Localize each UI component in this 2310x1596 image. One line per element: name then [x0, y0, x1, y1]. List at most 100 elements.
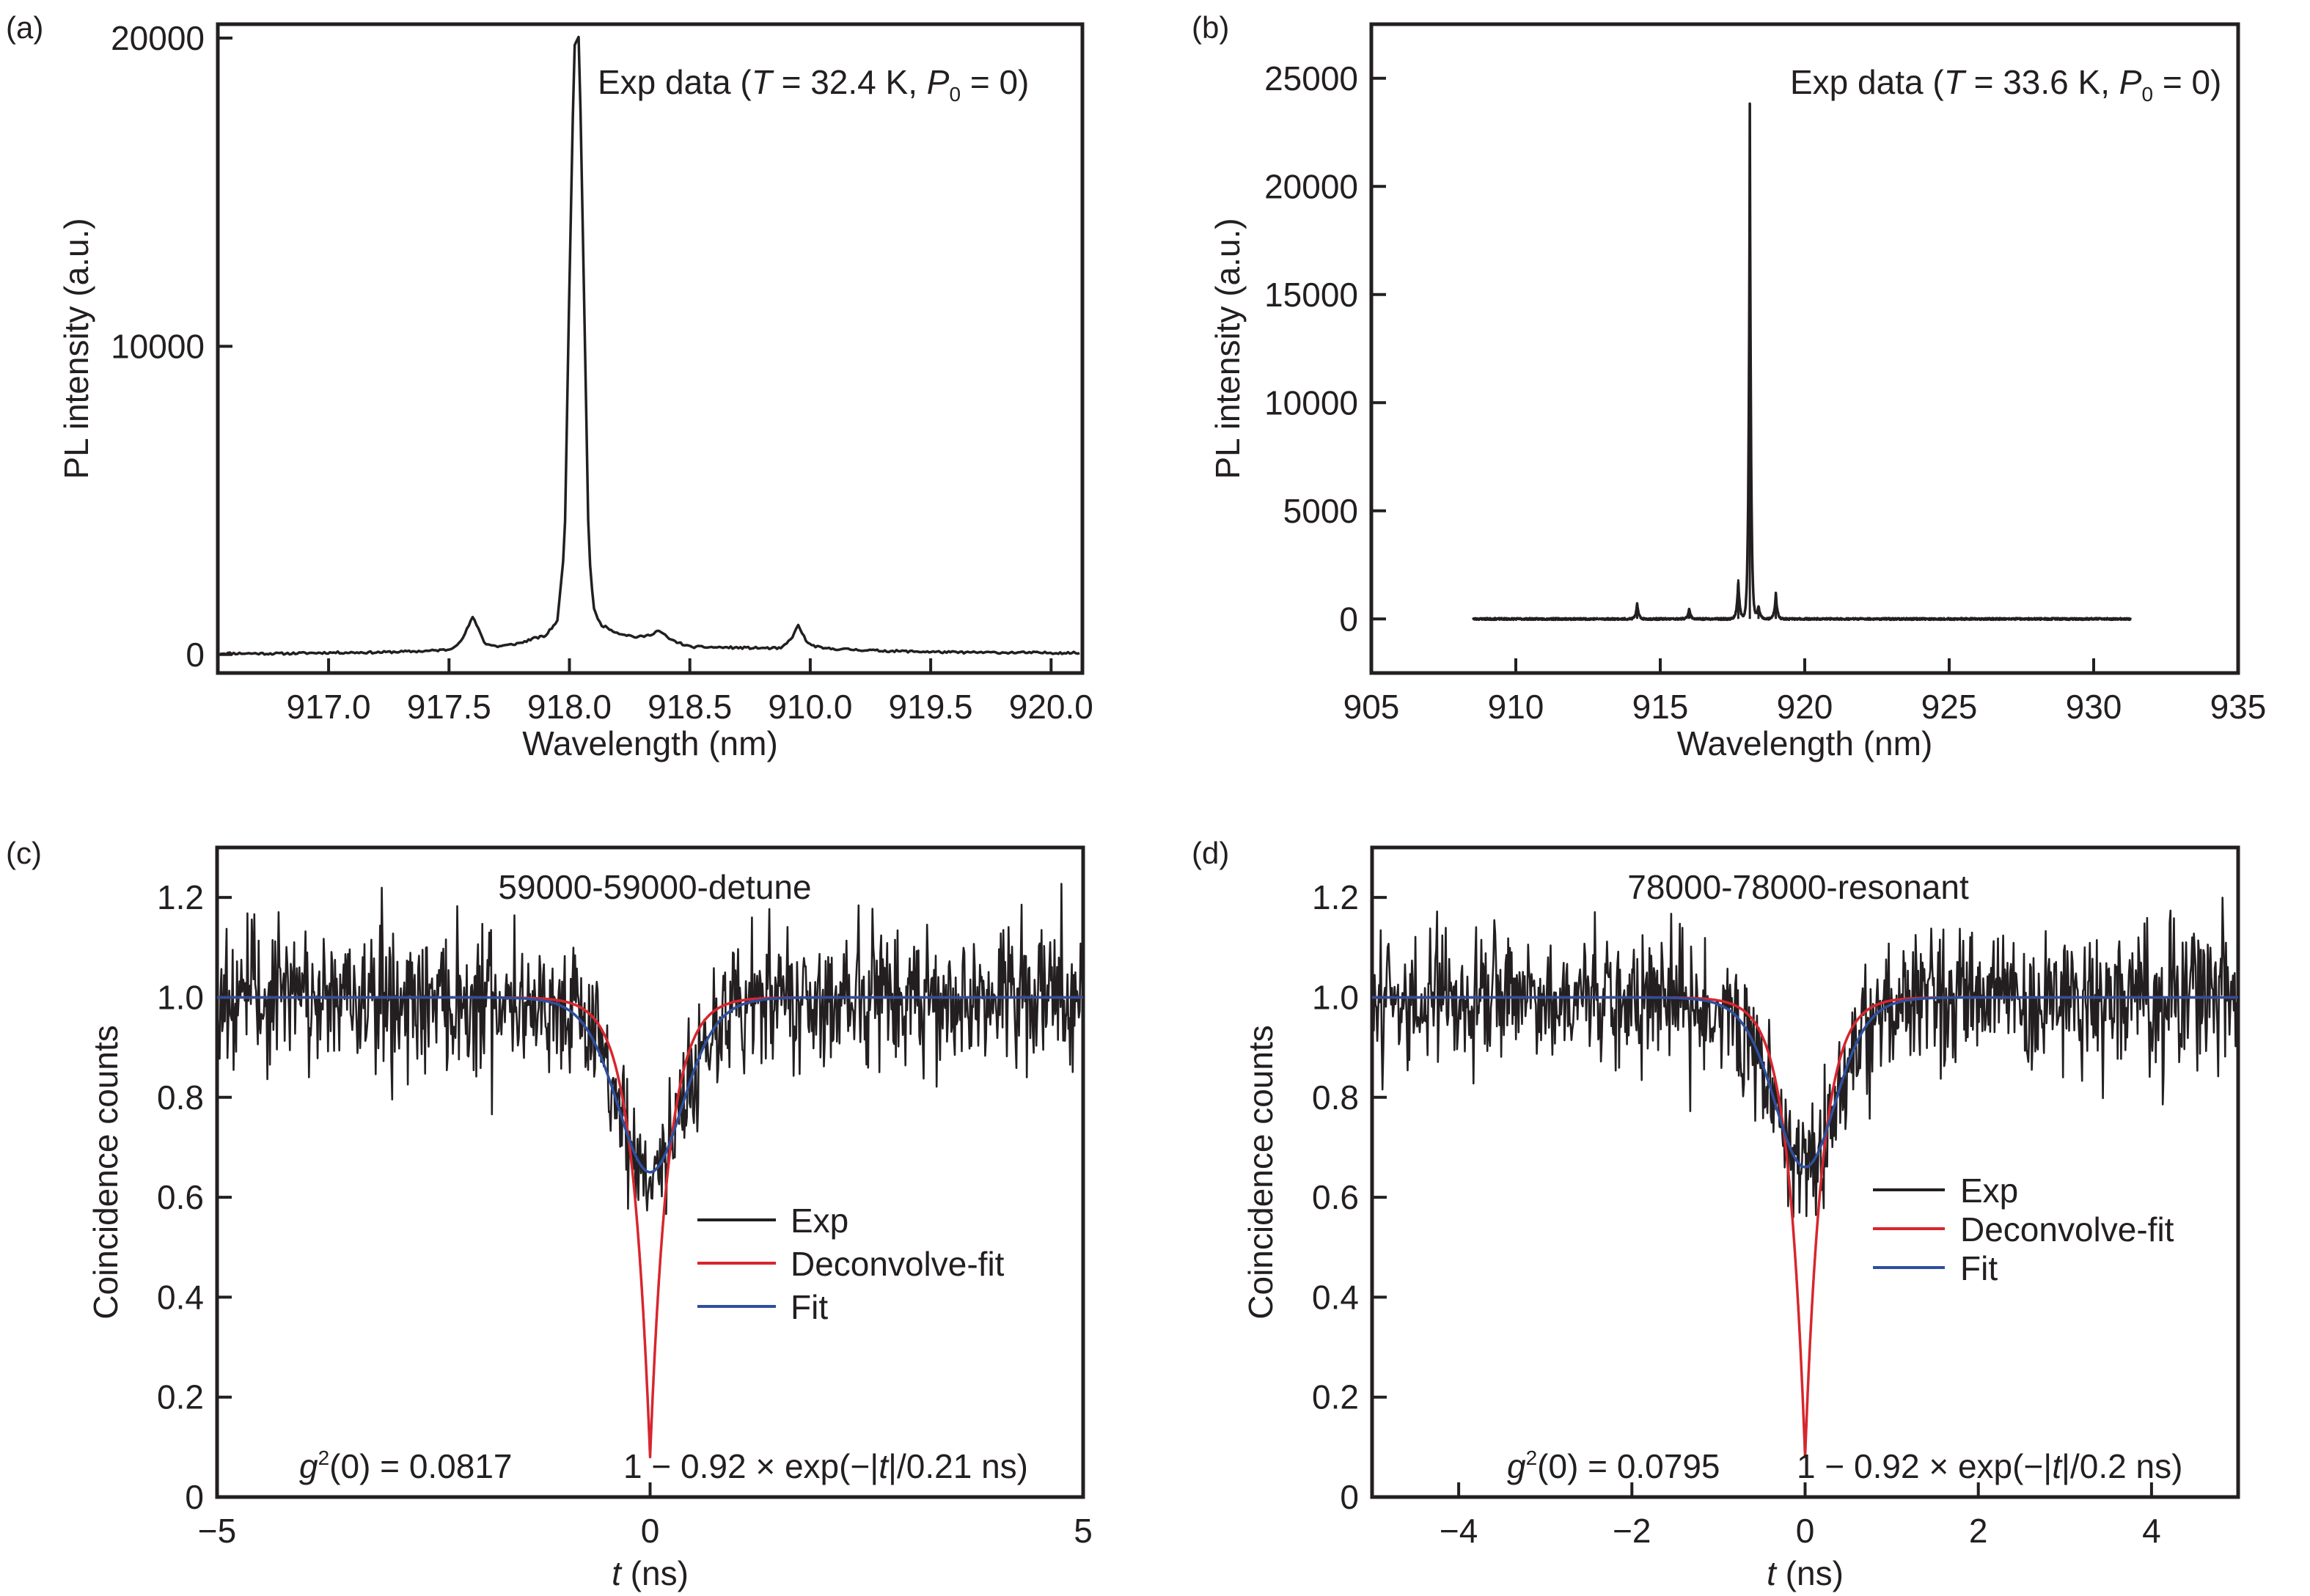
series-fit: [1372, 996, 2238, 1169]
y-axis: 0 0.2 0.4 0.6 0.8 1.0 1.2: [157, 878, 232, 1516]
y-axis: 0 5000 10000 15000 20000 25000: [1264, 59, 1386, 638]
x-tick-label: 905: [1343, 688, 1400, 726]
annot-P-text: = 0): [961, 63, 1029, 101]
x-tick-label: 930: [2066, 688, 2122, 726]
legend-label: Deconvolve-fit: [791, 1245, 1005, 1283]
x-axis-title-unit: (ns): [1776, 1554, 1844, 1592]
y-axis: 0 10000 20000: [111, 19, 232, 674]
annot-P-symbol: P: [2119, 63, 2142, 101]
series-fit: [217, 996, 1083, 1174]
x-tick-label: −2: [1613, 1512, 1651, 1550]
x-tick-label: 917.0: [287, 688, 371, 726]
x-tick-label: 920: [1777, 688, 1833, 726]
g2-symbol: g: [299, 1447, 318, 1485]
y-tick-label: 0: [186, 636, 205, 674]
formula-pre: 1 − 0.92 × exp(−|: [623, 1447, 879, 1485]
y-tick-label: 0.4: [1312, 1278, 1359, 1316]
annot-P-symbol: P: [927, 63, 950, 101]
x-axis-title-symbol: t: [612, 1554, 623, 1592]
x-axis: 917.0 917.5 918.0 918.5 910.0 919.5 920.0: [287, 658, 1093, 726]
y-tick-label: 5000: [1283, 492, 1358, 530]
g2-value-label: g2(0) = 0.0795: [1507, 1446, 1720, 1485]
x-tick-label: 910.0: [768, 688, 852, 726]
x-tick-label: 0: [1796, 1512, 1815, 1550]
y-tick-label: 20000: [1264, 167, 1358, 205]
chart-title: 59000-59000-detune: [498, 868, 811, 906]
legend-label: Exp: [1960, 1172, 2018, 1210]
x-tick-label: 919.5: [889, 688, 973, 726]
y-tick-label: 0.8: [157, 1078, 204, 1117]
y-tick-label: 10000: [1264, 383, 1358, 422]
y-axis-title: PL intensity (a.u.): [57, 218, 95, 479]
legend-item-deconvolve-fit: Deconvolve-fit: [1873, 1210, 2174, 1249]
fit-formula-label: 1 − 0.92 × exp(−|t|/0.21 ns): [623, 1447, 1028, 1485]
y-tick-label: 0.4: [157, 1278, 204, 1316]
x-tick-label: 918.0: [527, 688, 612, 726]
x-axis-title: Wavelength (nm): [522, 724, 778, 762]
series-deconvolve-fit: [217, 996, 1082, 1459]
y-tick-label: 10000: [111, 327, 205, 365]
y-axis-title: Coincidence counts: [87, 1025, 125, 1319]
legend-label: Fit: [791, 1288, 828, 1326]
y-tick-label: 0.6: [157, 1178, 204, 1216]
annot-T-text: = 32.4 K,: [772, 63, 927, 101]
legend-item-fit: Fit: [1873, 1249, 1998, 1287]
y-tick-label: 20000: [111, 19, 205, 57]
legend: Exp Deconvolve-fit Fit: [697, 1202, 1005, 1326]
y-tick-label: 0.6: [1312, 1178, 1359, 1216]
x-axis-title-unit: (ns): [621, 1554, 689, 1592]
formula-pre: 1 − 0.92 × exp(−|: [1797, 1447, 2052, 1485]
panel-c-g2-detune: −5 0 500.20.40.60.81.01.2(c)Coincidence co…: [6, 836, 1093, 1592]
y-axis-title: Coincidence counts: [1242, 1025, 1280, 1319]
legend-label: Fit: [1960, 1249, 1998, 1287]
x-tick-label: −4: [1440, 1512, 1478, 1550]
x-axis: −4 −2 0 2 4: [1440, 1482, 2161, 1550]
formula-post: |/0.21 ns): [888, 1447, 1028, 1485]
x-tick-label: 915: [1632, 688, 1689, 726]
series-exp-data: [220, 35, 1080, 656]
y-axis-title: PL intensity (a.u.): [1209, 218, 1247, 479]
g2-symbol: g: [1507, 1447, 1526, 1485]
y-tick-label: 1.0: [1312, 978, 1359, 1016]
legend-item-exp: Exp: [1873, 1172, 2018, 1210]
g2-text: (0) = 0.0817: [329, 1447, 512, 1485]
fit-formula-label: 1 − 0.92 × exp(−|t|/0.2 ns): [1797, 1447, 2182, 1485]
panel-label: (a): [6, 10, 43, 45]
g2-value-label: g2(0) = 0.0817: [299, 1446, 513, 1485]
y-tick-label: 1.2: [1312, 878, 1359, 916]
series-exp: [216, 883, 1085, 1216]
x-tick-label: 918.5: [648, 688, 732, 726]
x-axis: 905 910 915 920 925 930 935: [1343, 658, 2267, 726]
panel-a-pl-spectrum: 917.0 917.5 918.0 918.5 910.0 919.5 920.0 0 1000…: [6, 10, 1093, 762]
x-axis-title: t (ns): [1767, 1554, 1844, 1592]
annot-T-symbol: T: [752, 63, 774, 101]
y-tick-label: 0.2: [157, 1378, 204, 1416]
legend-item-exp: Exp: [697, 1202, 848, 1240]
x-tick-label: 2: [1969, 1512, 1988, 1550]
y-tick-label: 0: [1340, 1478, 1359, 1516]
legend-item-fit: Fit: [697, 1288, 828, 1326]
x-axis-title-symbol: t: [1767, 1554, 1778, 1592]
axes-frame: [216, 22, 1085, 675]
y-tick-label: 0.2: [1312, 1378, 1359, 1416]
series-exp: [1371, 897, 2240, 1218]
x-tick-label: 935: [2210, 688, 2267, 726]
y-tick-label: 0: [185, 1478, 204, 1516]
y-tick-label: 25000: [1264, 59, 1358, 98]
x-tick-label: 0: [641, 1512, 660, 1550]
g2-superscript: 2: [318, 1446, 330, 1469]
series-exp-data: [1471, 102, 2133, 622]
y-axis: 0 0.2 0.4 0.6 0.8 1.0 1.2: [1312, 878, 1387, 1516]
y-tick-label: 1.2: [157, 878, 204, 916]
annotation-exp-data: Exp data (T = 32.4 K, P0 = 0): [598, 63, 1029, 106]
x-tick-label: 917.5: [407, 688, 491, 726]
g2-superscript: 2: [1526, 1446, 1538, 1469]
formula-var: t: [879, 1447, 890, 1485]
x-tick-label: 920.0: [1009, 688, 1093, 726]
legend-label: Deconvolve-fit: [1960, 1210, 2174, 1249]
axes-frame: [1369, 22, 2240, 675]
legend-item-deconvolve-fit: Deconvolve-fit: [697, 1245, 1005, 1283]
y-tick-label: 1.0: [157, 978, 204, 1016]
